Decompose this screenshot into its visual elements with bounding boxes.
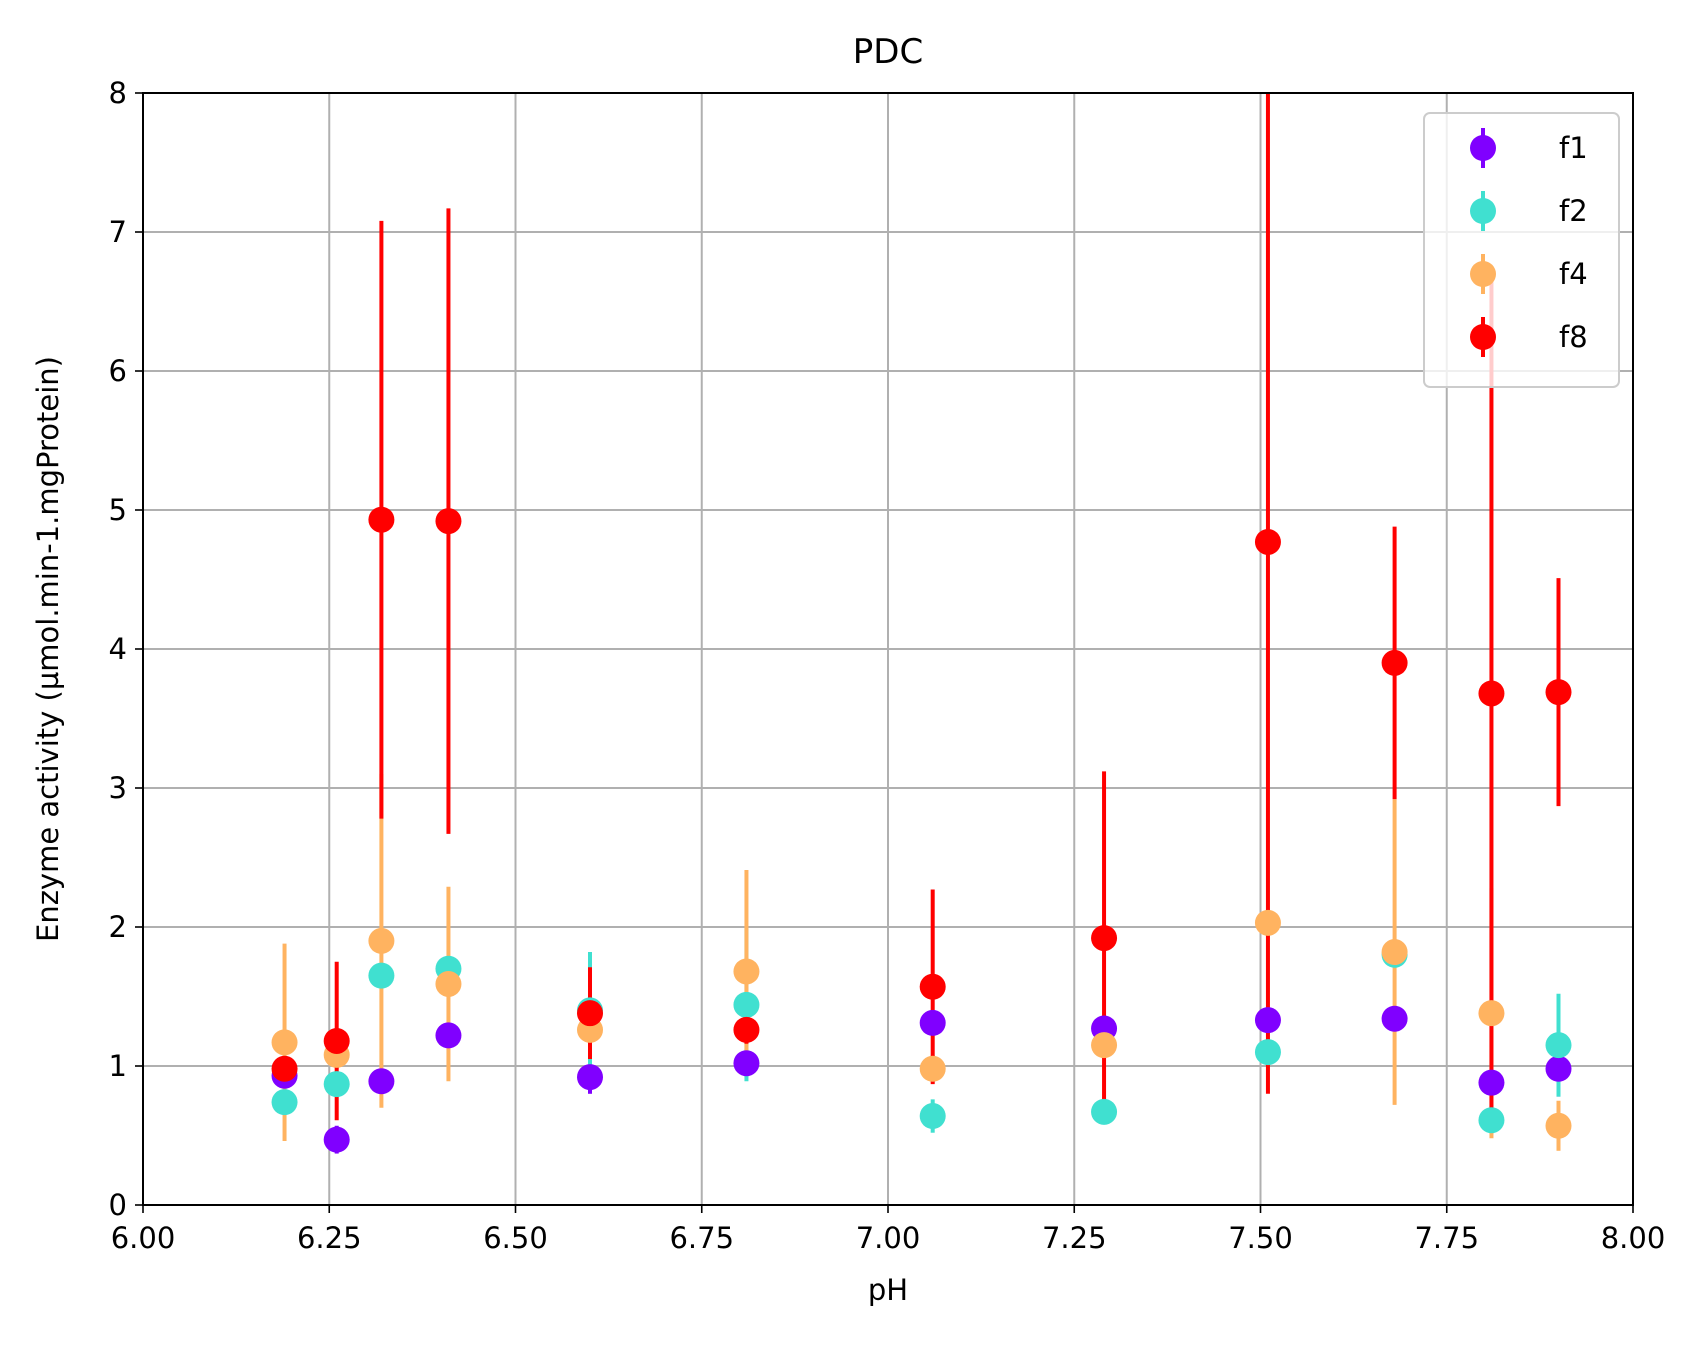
y-tick-label: 4 [109, 632, 127, 666]
x-tick-label: 7.50 [1228, 1221, 1293, 1255]
point-f4 [919, 1055, 946, 1082]
point-f2 [1254, 1039, 1281, 1066]
y-tick-label: 8 [109, 76, 127, 110]
point-f1 [368, 1068, 395, 1095]
chart-title: PDC [853, 32, 923, 72]
y-tick-label: 7 [109, 215, 127, 249]
point-f4 [1545, 1112, 1572, 1139]
legend-label-f1: f1 [1559, 131, 1588, 165]
point-f1 [577, 1064, 603, 1091]
legend-marker-f1 [1470, 135, 1496, 161]
data-points [271, 506, 1572, 1153]
point-f8 [368, 506, 395, 533]
point-f4 [271, 1029, 298, 1056]
point-f1 [919, 1009, 946, 1036]
x-tick-label: 7.25 [1042, 1221, 1107, 1255]
point-f8 [1254, 528, 1281, 555]
point-f1 [435, 1022, 462, 1049]
point-f2 [1545, 1032, 1572, 1059]
point-f4 [368, 927, 395, 954]
x-tick-label: 6.00 [111, 1221, 176, 1255]
point-f1 [323, 1126, 350, 1153]
point-f2 [271, 1089, 298, 1116]
point-f8 [271, 1055, 298, 1082]
point-f8 [323, 1027, 350, 1054]
y-tick-label: 0 [109, 1188, 127, 1222]
point-f4 [1091, 1032, 1118, 1059]
point-f2 [323, 1071, 350, 1098]
legend-box [1423, 112, 1620, 388]
point-f1 [1381, 1005, 1408, 1032]
x-tick-label: 8.00 [1601, 1221, 1666, 1255]
point-f8 [1381, 649, 1408, 676]
point-f8 [577, 1000, 603, 1027]
legend-label-f4: f4 [1559, 257, 1588, 291]
x-tick-label: 6.50 [483, 1221, 548, 1255]
y-tick-label: 6 [109, 354, 127, 388]
point-f4 [1254, 909, 1281, 936]
y-tick-label: 3 [109, 771, 127, 805]
x-axis-label: pH [868, 1273, 908, 1307]
y-tick-label: 1 [109, 1049, 127, 1083]
axis-ticks: 6.00 6.25 6.50 6.75 7.00 7.25 7.50 7.75 8.00 0 1 2 3… [109, 76, 1666, 1255]
point-f4 [435, 970, 462, 997]
point-f4 [733, 958, 760, 985]
x-tick-label: 7.00 [856, 1221, 921, 1255]
legend-marker-f8 [1470, 324, 1496, 350]
x-tick-label: 6.25 [297, 1221, 362, 1255]
y-tick-label: 5 [109, 493, 127, 527]
point-f2 [1478, 1107, 1505, 1134]
point-f2 [368, 962, 395, 989]
point-f1 [1545, 1055, 1572, 1082]
point-f2 [733, 991, 760, 1018]
legend-label-f2: f2 [1559, 194, 1588, 228]
point-f8 [733, 1016, 760, 1043]
legend-label-f8: f8 [1559, 320, 1588, 354]
point-f1 [733, 1050, 760, 1077]
point-f8 [1478, 680, 1505, 707]
legend: f1 f2 f4 f8 [1423, 112, 1620, 388]
x-tick-label: 6.75 [669, 1221, 734, 1255]
y-axis-label: Enzyme activity (µmol.min-1.mgProtein) [31, 356, 65, 942]
point-f1 [1478, 1069, 1505, 1096]
point-f2 [919, 1103, 946, 1130]
legend-marker-f4 [1470, 261, 1496, 287]
point-f4 [1381, 939, 1408, 966]
point-f2 [1091, 1098, 1118, 1125]
point-f4 [1478, 1000, 1505, 1027]
point-f8 [919, 973, 946, 1000]
point-f8 [1091, 925, 1118, 952]
point-f8 [435, 508, 462, 535]
x-tick-label: 7.75 [1414, 1221, 1479, 1255]
legend-marker-f2 [1470, 198, 1496, 224]
point-f1 [1254, 1007, 1281, 1034]
y-tick-label: 2 [109, 910, 127, 944]
point-f8 [1545, 679, 1572, 706]
